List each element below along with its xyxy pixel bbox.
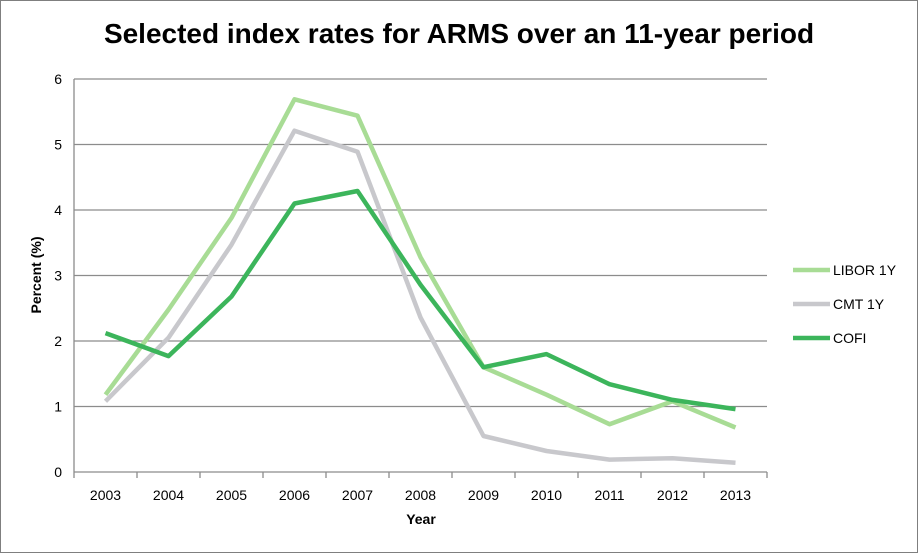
y-tick-label: 5 bbox=[54, 137, 62, 153]
x-tick-label: 2007 bbox=[342, 487, 373, 503]
series-line-cmt-1y bbox=[103, 128, 736, 466]
y-tick-label: 1 bbox=[54, 399, 62, 415]
x-tick-labels: 2003 2004 2005 2006 2007 2008 2009 2010 2011 2012… bbox=[90, 487, 751, 503]
legend: LIBOR 1Y CMT 1Y COFI bbox=[793, 262, 897, 346]
axes bbox=[73, 79, 768, 478]
y-tick-label: 2 bbox=[54, 333, 62, 349]
x-tick-label: 2003 bbox=[90, 487, 121, 503]
y-tick-labels: 0 1 2 3 4 5 6 bbox=[54, 71, 62, 480]
series-line-cofi bbox=[104, 188, 736, 412]
y-tick-label: 4 bbox=[54, 202, 62, 218]
series-line-libor-1y bbox=[103, 97, 737, 430]
y-tick-label: 3 bbox=[54, 268, 62, 284]
x-tick-label: 2008 bbox=[405, 487, 436, 503]
x-tick-label: 2004 bbox=[153, 487, 184, 503]
x-tick-label: 2010 bbox=[531, 487, 562, 503]
x-tick-label: 2012 bbox=[657, 487, 688, 503]
y-tick-label: 0 bbox=[54, 464, 62, 480]
x-tick-label: 2009 bbox=[468, 487, 499, 503]
legend-label: LIBOR 1Y bbox=[833, 262, 897, 278]
y-tick-label: 6 bbox=[54, 71, 62, 87]
x-tick-label: 2013 bbox=[720, 487, 751, 503]
y-axis-title: Percent (%) bbox=[28, 236, 44, 313]
legend-label: CMT 1Y bbox=[833, 296, 885, 312]
x-tick-label: 2011 bbox=[594, 487, 624, 503]
series-lines bbox=[103, 97, 737, 466]
x-tick-label: 2005 bbox=[216, 487, 247, 503]
x-tick-label: 2006 bbox=[279, 487, 310, 503]
legend-label: COFI bbox=[833, 330, 866, 346]
x-axis-title: Year bbox=[406, 511, 436, 527]
gridlines bbox=[74, 78, 767, 408]
chart-title: Selected index rates for ARMS over an 11… bbox=[103, 18, 815, 49]
